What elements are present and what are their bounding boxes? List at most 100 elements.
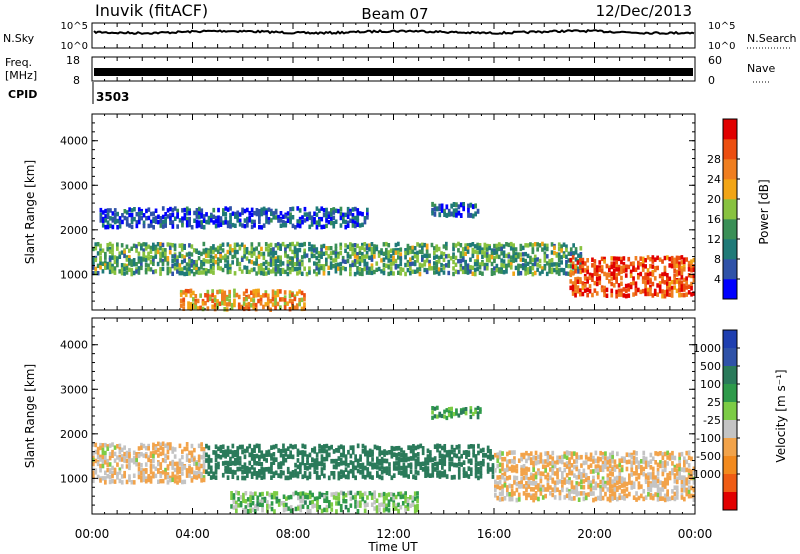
data-cell xyxy=(96,454,100,460)
data-cell xyxy=(471,204,475,210)
data-cell xyxy=(610,264,614,270)
data-cell xyxy=(339,250,343,256)
data-cell xyxy=(599,488,602,493)
data-cell xyxy=(515,497,519,503)
data-cell xyxy=(558,459,562,464)
data-cell xyxy=(254,302,258,308)
data-cell xyxy=(156,249,160,255)
data-cell xyxy=(216,257,220,262)
data-cell xyxy=(522,464,526,469)
data-cell xyxy=(123,473,126,479)
data-cell xyxy=(142,223,146,229)
data-cell xyxy=(347,470,350,476)
data-cell xyxy=(137,462,141,467)
data-cell xyxy=(632,471,636,476)
data-cell xyxy=(574,281,577,286)
data-cell xyxy=(538,264,542,269)
data-cell xyxy=(425,249,429,254)
data-cell xyxy=(363,503,367,508)
data-cell xyxy=(600,265,604,270)
data-cell xyxy=(632,495,636,500)
data-cell xyxy=(663,481,667,486)
data-cell xyxy=(627,293,631,298)
data-cell xyxy=(588,284,592,289)
data-cell xyxy=(248,210,252,216)
data-cell xyxy=(157,219,160,225)
data-cell xyxy=(325,496,329,501)
data-cell xyxy=(479,448,483,454)
data-cell xyxy=(342,498,345,504)
data-cell xyxy=(464,411,468,416)
data-cell xyxy=(310,222,314,227)
data-cell xyxy=(363,219,367,225)
data-cell xyxy=(569,264,573,269)
data-cell xyxy=(166,455,170,460)
data-cell xyxy=(687,474,691,480)
data-cell xyxy=(414,465,418,470)
data-cell xyxy=(159,473,163,478)
data-cell xyxy=(147,477,150,483)
data-cell xyxy=(608,484,612,489)
data-cell xyxy=(642,466,646,472)
data-cell xyxy=(241,475,244,481)
data-cell xyxy=(190,244,194,249)
data-cell xyxy=(413,269,417,274)
data-cell xyxy=(656,283,659,288)
data-cell xyxy=(344,266,347,272)
data-cell xyxy=(282,219,285,225)
data-cell xyxy=(625,452,629,457)
data-cell xyxy=(656,471,660,476)
data-cell xyxy=(584,495,588,501)
data-cell xyxy=(416,503,419,509)
data-cell xyxy=(400,447,403,453)
data-cell xyxy=(678,467,681,472)
data-cell xyxy=(171,459,175,465)
data-cell xyxy=(195,259,198,265)
data-cell xyxy=(223,307,227,312)
data-cell xyxy=(675,272,679,277)
data-cell xyxy=(382,503,386,509)
data-cell xyxy=(287,506,291,511)
data-cell xyxy=(279,297,282,302)
data-cell xyxy=(556,470,559,476)
data-cell xyxy=(109,223,112,229)
data-cell xyxy=(438,206,442,212)
data-cell xyxy=(455,408,458,413)
data-cell xyxy=(618,472,622,477)
data-cell xyxy=(469,269,472,274)
data-cell xyxy=(233,293,236,298)
data-cell xyxy=(431,410,434,415)
data-cell xyxy=(685,276,688,281)
data-cell xyxy=(272,444,276,450)
y-tick-label: 3000 xyxy=(60,179,88,192)
data-cell xyxy=(169,213,172,218)
data-cell xyxy=(411,249,415,254)
data-cell xyxy=(544,468,547,473)
data-cell xyxy=(221,267,225,273)
data-cell xyxy=(344,259,347,264)
data-cell xyxy=(476,255,479,260)
data-cell xyxy=(522,468,526,473)
data-cell xyxy=(481,250,484,255)
data-cell xyxy=(269,258,273,264)
data-cell xyxy=(261,502,264,508)
data-cell xyxy=(214,475,218,480)
data-cell xyxy=(620,480,624,486)
data-cell xyxy=(116,242,119,247)
data-cell xyxy=(575,452,579,457)
data-cell xyxy=(461,269,465,275)
data-cell xyxy=(332,220,336,226)
data-cell xyxy=(308,452,312,458)
data-cell xyxy=(459,243,463,248)
data-cell xyxy=(683,496,686,502)
data-cell xyxy=(152,474,155,479)
data-cell xyxy=(332,492,336,497)
data-cell xyxy=(488,245,491,251)
data-cell xyxy=(615,272,618,278)
data-cell xyxy=(320,467,324,472)
data-cell xyxy=(385,466,389,471)
data-cell xyxy=(118,269,122,274)
data-cell xyxy=(663,271,667,277)
